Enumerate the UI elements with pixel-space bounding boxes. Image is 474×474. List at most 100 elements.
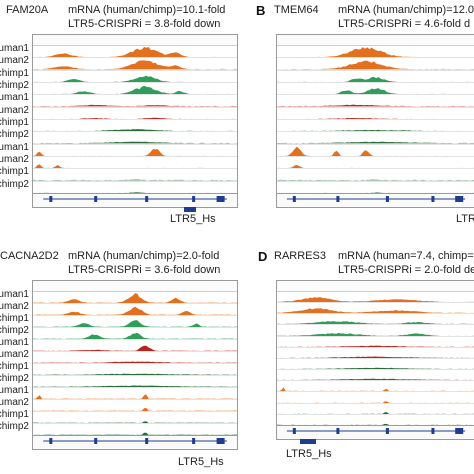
panel-b-track-4-signal: [277, 88, 474, 95]
panel-a-track-5-coverage: [33, 105, 237, 107]
panel-b-gene-exon: [431, 196, 435, 202]
panel-b-track-10-signal: [277, 164, 474, 169]
panel-b-gene-exon: [455, 196, 464, 202]
panel-a-track-1: [33, 45, 237, 59]
panel-d-crispri-text: LTR5-CRISPRi = 2.0-fold de: [338, 264, 474, 276]
panel-b-track-5: [277, 94, 474, 108]
panel-d-gene-exon: [385, 428, 389, 434]
panel-a-gene-model-drawing: [43, 196, 227, 202]
panel-a-row-label: chimp2: [0, 129, 29, 141]
panel-d-track-3: [277, 313, 474, 326]
panel-c-track-12-coverage: [33, 432, 237, 435]
panel-a-track-7-signal: [33, 129, 237, 132]
panel-b-track-12-coverage: [277, 192, 474, 193]
panel-b-gene-exon: [336, 196, 340, 202]
panel-a-track-10: [33, 156, 237, 170]
panel-c-gene-exon: [192, 438, 196, 444]
panel-a-track-1-coverage: [33, 47, 237, 58]
panel-b-track-10-coverage: [277, 164, 474, 169]
panel-a-ltr5-element: [184, 207, 196, 212]
panel-d-track-1-signal: [277, 297, 474, 303]
panel-b-track-9: [277, 144, 474, 157]
panel-d-track-6-signal: [277, 356, 474, 358]
panel-d-track-12-coverage: [277, 423, 474, 425]
panel-a-track-8: [33, 131, 237, 145]
panel-c-track-3-coverage: [33, 320, 237, 327]
panel-a-mrna-text: mRNA (human/chimp)=10.1-fold: [68, 4, 226, 16]
panel-d-gene-exon: [455, 428, 464, 434]
panel-c-track-11-coverage: [33, 421, 237, 423]
panel-a-track-4-signal: [33, 85, 237, 95]
panel-a-track-3-signal: [33, 75, 237, 82]
panel-a-track-8-coverage: [33, 141, 237, 144]
panel-c-row-label: uman2: [0, 397, 29, 408]
panel-d-track-5-signal: [277, 345, 474, 347]
panel-c-mrna-text: mRNA (human/chimp)=2.0-fold: [68, 250, 220, 262]
panel-d-track-5-coverage: [277, 345, 474, 347]
panel-c-track-5-signal: [33, 345, 237, 351]
panel-d-track-8: [277, 369, 474, 382]
panel-c-row-label: uman1: [0, 385, 29, 396]
panel-c-row-label: uman2: [0, 349, 29, 360]
panel-c-track-7: [33, 363, 237, 376]
panel-c-row-label: chimp2: [0, 325, 29, 336]
panel-c-track-8-signal: [33, 385, 237, 387]
panel-d-track-3-coverage: [277, 321, 474, 325]
panel-c-crispri-text: LTR5-CRISPRi = 3.6-fold down: [68, 264, 221, 276]
panel-a-track-7-coverage: [33, 129, 237, 132]
panel-c-row-label: uman2: [0, 301, 29, 312]
panel-c-track-4: [33, 327, 237, 340]
panel-a-gene-exon: [94, 196, 98, 202]
panel-c-track-5: [33, 339, 237, 352]
panel-c-track-12-signal: [33, 432, 237, 435]
panel-a-track-10-coverage: [33, 164, 237, 169]
panel-b-track-3: [277, 70, 474, 83]
panel-c-row-label: chimp1: [0, 313, 29, 324]
panel-a-row-label: uman1: [0, 141, 29, 153]
panel-c-track-2-coverage: [33, 306, 237, 315]
panel-d-track-7-coverage: [277, 367, 474, 370]
panel-b-coordinate-ruler: [277, 35, 474, 46]
panel-b-track-10: [277, 156, 474, 170]
panel-b-track-browser: [276, 34, 474, 208]
panel-d-track-6-coverage: [277, 356, 474, 358]
panel-a-gene-model: [33, 193, 237, 207]
panel-b-track-2-signal: [277, 60, 474, 70]
panel-a-track-6: [33, 107, 237, 120]
panel-c-track-4-coverage: [33, 332, 237, 339]
panel-b-track-6-coverage: [277, 117, 474, 119]
panel-a-row-label: uman2: [0, 104, 29, 116]
panel-d-track-12-signal: [277, 423, 474, 425]
panel-b-mrna-text: mRNA (human/chimp)=12.0: [338, 4, 474, 16]
panel-b-track-5-coverage: [277, 104, 474, 107]
panel-b-gene-model-drawing: [286, 196, 466, 202]
panel-d-track-7-signal: [277, 367, 474, 370]
panel-b-track-4-coverage: [277, 88, 474, 95]
panel-c-track-6-signal: [33, 361, 237, 363]
panel-c-row-label: chimp1: [0, 409, 29, 420]
panel-c-gene-exon: [49, 438, 53, 444]
panel-d-track-5: [277, 336, 474, 348]
panel-b-track-4: [277, 82, 474, 96]
panel-b-track-9-coverage: [277, 146, 474, 156]
panel-d-track-3-signal: [277, 321, 474, 325]
panel-a-track-2-signal: [33, 60, 237, 70]
panel-b-track-12: [277, 181, 474, 194]
panel-d-letter: D: [258, 249, 268, 264]
panel-a-track-12: [33, 181, 237, 194]
panel-a-track-5-signal: [33, 105, 237, 107]
panel-c-track-1-signal: [33, 293, 237, 303]
panel-a-gene-exon: [192, 196, 196, 202]
panel-a-track-6-coverage: [33, 117, 237, 119]
panel-b-track-7: [277, 119, 474, 133]
panel-a-track-8-signal: [33, 141, 237, 144]
panel-b-track-11-coverage: [277, 179, 474, 181]
panel-c-track-11-signal: [33, 421, 237, 423]
panel-a-gene-exon: [49, 196, 53, 202]
panel-d-track-7: [277, 358, 474, 371]
panel-c-track-9: [33, 387, 237, 400]
panel-b-track-6: [277, 107, 474, 120]
panel-b-track-3-coverage: [277, 76, 474, 82]
panel-c-gene-model-drawing: [43, 438, 227, 444]
panel-b-track-8: [277, 131, 474, 145]
